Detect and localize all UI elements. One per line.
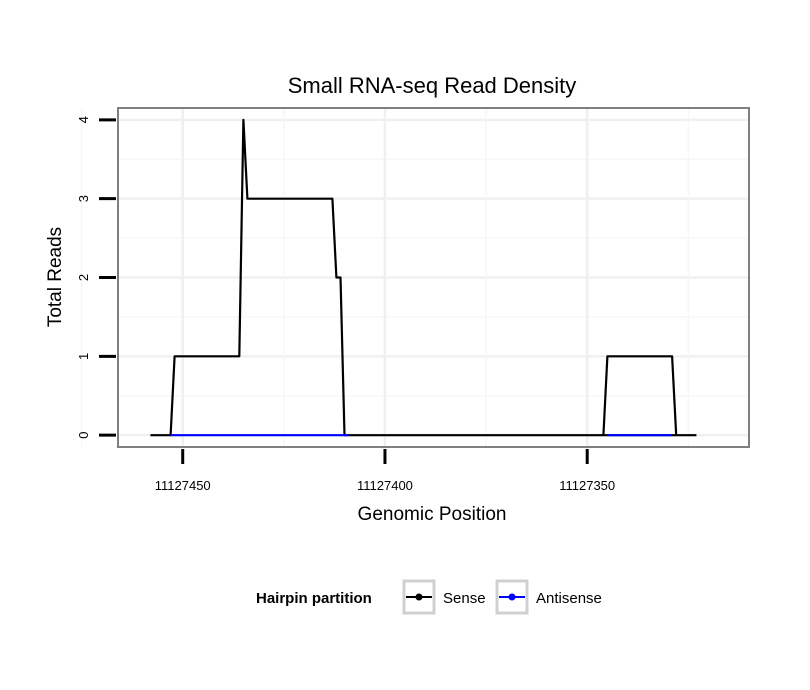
grid (80, 108, 749, 447)
y-tick-label: 0 (76, 432, 91, 439)
series-line-sense (602, 355, 678, 436)
chart-title: Small RNA-seq Read Density (288, 73, 577, 98)
y-tick-label: 3 (76, 195, 91, 202)
legend-label-sense: Sense (443, 590, 486, 607)
y-tick-label: 2 (76, 274, 91, 281)
legend-title: Hairpin partition (256, 590, 372, 607)
y-axis: 0 1 2 3 4 (76, 116, 116, 439)
plot-panel-border (117, 107, 750, 448)
y-axis-title: Total Reads (45, 227, 66, 327)
x-tick-label: 11127350 (559, 478, 615, 493)
y-tick-label: 4 (76, 116, 91, 123)
x-tick-label: 11127400 (357, 478, 413, 493)
legend: Hairpin partition Sense Antisense (256, 579, 602, 615)
legend-label-antisense: Antisense (536, 590, 602, 607)
legend-key-point (508, 593, 516, 601)
x-axis: 11127450 11127400 11127350 (155, 449, 615, 493)
series-layer (150, 118, 697, 437)
x-tick-label: 11127450 (155, 478, 211, 493)
legend-key-point (415, 593, 423, 601)
y-tick-label: 1 (76, 353, 91, 360)
x-axis-title: Genomic Position (358, 504, 507, 525)
